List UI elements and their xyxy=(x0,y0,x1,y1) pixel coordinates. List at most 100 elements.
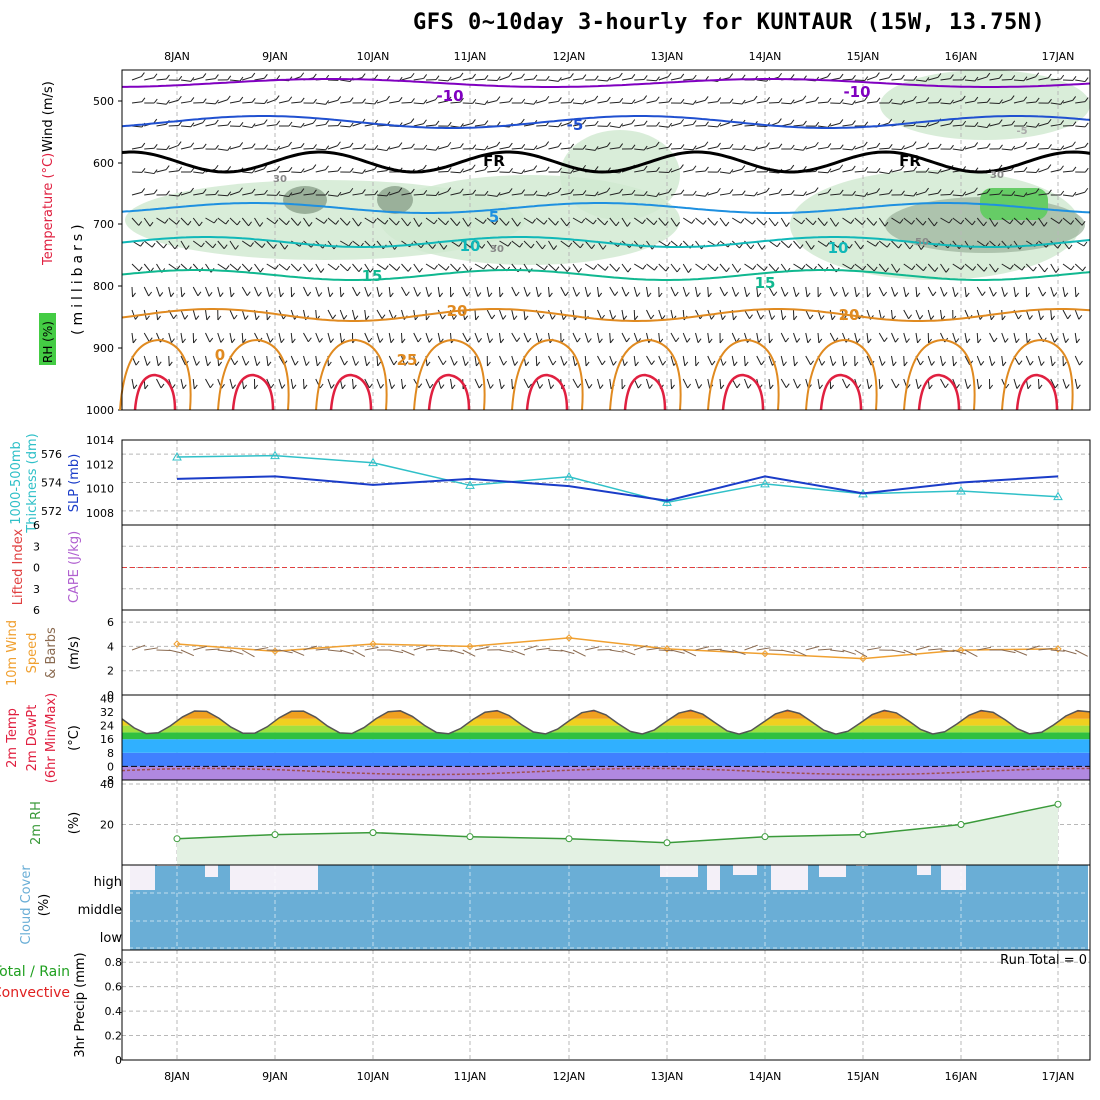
wind-barb xyxy=(768,147,779,150)
wind-barb xyxy=(536,124,547,127)
wind-barb-flag xyxy=(520,118,525,124)
wind-barb xyxy=(352,171,363,174)
wind-barb-flag xyxy=(570,73,574,78)
wind-barb-flag xyxy=(818,338,823,344)
wind-barb-flag xyxy=(1023,141,1027,147)
wind-barb-flag xyxy=(888,169,893,174)
wind-barb-10m xyxy=(560,649,575,655)
contour-label: 30 xyxy=(273,174,287,185)
wind-barb-10m xyxy=(830,649,845,653)
wind-barb-flag xyxy=(215,144,219,150)
wind-barb-flag xyxy=(390,338,395,344)
wind-barb xyxy=(621,309,625,320)
wind-barb xyxy=(805,332,809,343)
wind-barb xyxy=(474,332,480,343)
wind-barb-flag xyxy=(749,314,753,319)
wind-barb-flag xyxy=(209,383,214,389)
wind-barb-flag xyxy=(790,190,795,195)
wind-barb xyxy=(389,191,399,196)
wind-barb-flag xyxy=(873,221,878,226)
wind-barb-flag xyxy=(934,267,939,272)
temp-band xyxy=(122,710,1090,712)
wind-barb-flag xyxy=(259,267,264,273)
wind-barb xyxy=(241,286,248,296)
wind-barb-flag xyxy=(300,168,305,173)
wind-barb-flag xyxy=(255,315,260,321)
wind-barb xyxy=(413,217,420,227)
wind-barb xyxy=(143,263,151,273)
wind-barb xyxy=(609,101,620,104)
wind-barb-flag xyxy=(1070,265,1075,271)
wind-barb xyxy=(156,309,159,320)
wind-barb-flag xyxy=(141,142,146,148)
wind-barb-flag xyxy=(472,73,476,79)
high-cloud-gap xyxy=(205,865,218,877)
date-label-bottom: 13JAN xyxy=(651,1070,684,1083)
wind-barb xyxy=(462,309,466,320)
wind-barb-flag xyxy=(525,361,530,367)
wind-barb-flag xyxy=(717,97,722,102)
wind-barb-flag xyxy=(579,243,584,249)
wind-barb xyxy=(646,79,657,82)
precip-tick: 0.2 xyxy=(105,1030,123,1043)
wind-barb-flag xyxy=(803,120,807,126)
wind-barb-flag xyxy=(407,221,412,227)
wind-barb xyxy=(401,101,412,104)
wind-barb-flag xyxy=(508,142,513,148)
wind-barb-flag xyxy=(239,96,244,102)
wind-barb xyxy=(683,148,694,151)
wind-barb xyxy=(780,378,787,388)
wind-barb xyxy=(817,146,828,150)
wind-barb-flag xyxy=(418,383,423,388)
wind-barb-flag xyxy=(692,74,697,80)
wind-barb-flag xyxy=(774,221,779,227)
wind-barb xyxy=(450,76,461,81)
contour-label: FR xyxy=(899,152,921,170)
upper-air-frame xyxy=(121,69,1091,411)
wind-barb-flag xyxy=(733,315,737,321)
wind-barb xyxy=(756,263,765,271)
upper-axis-labels: Temperature (°C)Wind (m/s)RH (%) xyxy=(39,81,56,365)
wind-barb xyxy=(572,123,583,127)
wind-barb-flag xyxy=(1023,96,1028,102)
wind-barb xyxy=(793,240,801,249)
wind-barb xyxy=(927,286,934,297)
thickness-label-1-group: 1000-500mb xyxy=(9,441,24,525)
wind-barb-flag xyxy=(932,291,937,297)
wind-barb-flag xyxy=(631,73,636,79)
wind-barb-flag xyxy=(980,361,985,366)
wind-barb-flag xyxy=(765,187,770,193)
wind-barb xyxy=(241,263,250,272)
wind-barb xyxy=(732,102,743,105)
wind-barb-flag xyxy=(819,384,823,390)
isotherm-20 xyxy=(121,308,1091,322)
wind-barb xyxy=(572,102,584,105)
wind-barb-flag xyxy=(386,191,391,197)
wind-barb xyxy=(131,217,140,226)
temp-tick: 24 xyxy=(100,720,114,733)
wind-barb-10m xyxy=(866,647,881,651)
wind-barb-flag xyxy=(899,218,904,224)
wind-barb xyxy=(474,378,480,389)
wind-barb xyxy=(879,147,890,150)
wind-barb xyxy=(156,78,167,81)
wind-barb-10m xyxy=(242,649,255,658)
wind-barb xyxy=(1050,309,1053,321)
wind-barb xyxy=(376,309,383,319)
lifted-index-tick: 6 xyxy=(33,519,40,532)
wind-barb-flag xyxy=(594,95,599,101)
wind-barb-flag xyxy=(760,314,765,320)
wind-barb xyxy=(327,309,334,320)
wind-barb xyxy=(266,309,268,321)
wind-barb xyxy=(1050,378,1056,389)
wind-barb xyxy=(560,147,571,150)
wind-barb xyxy=(915,309,921,320)
wind-barb xyxy=(658,217,666,226)
wind-barb-10m xyxy=(536,647,551,651)
wind-barb xyxy=(928,147,939,150)
wind-barb-flag xyxy=(418,222,423,227)
wind-barb xyxy=(1038,147,1049,150)
date-label-top: 13JAN xyxy=(651,50,684,63)
wind-barb xyxy=(290,263,299,272)
wind-barb-flag xyxy=(281,384,286,389)
